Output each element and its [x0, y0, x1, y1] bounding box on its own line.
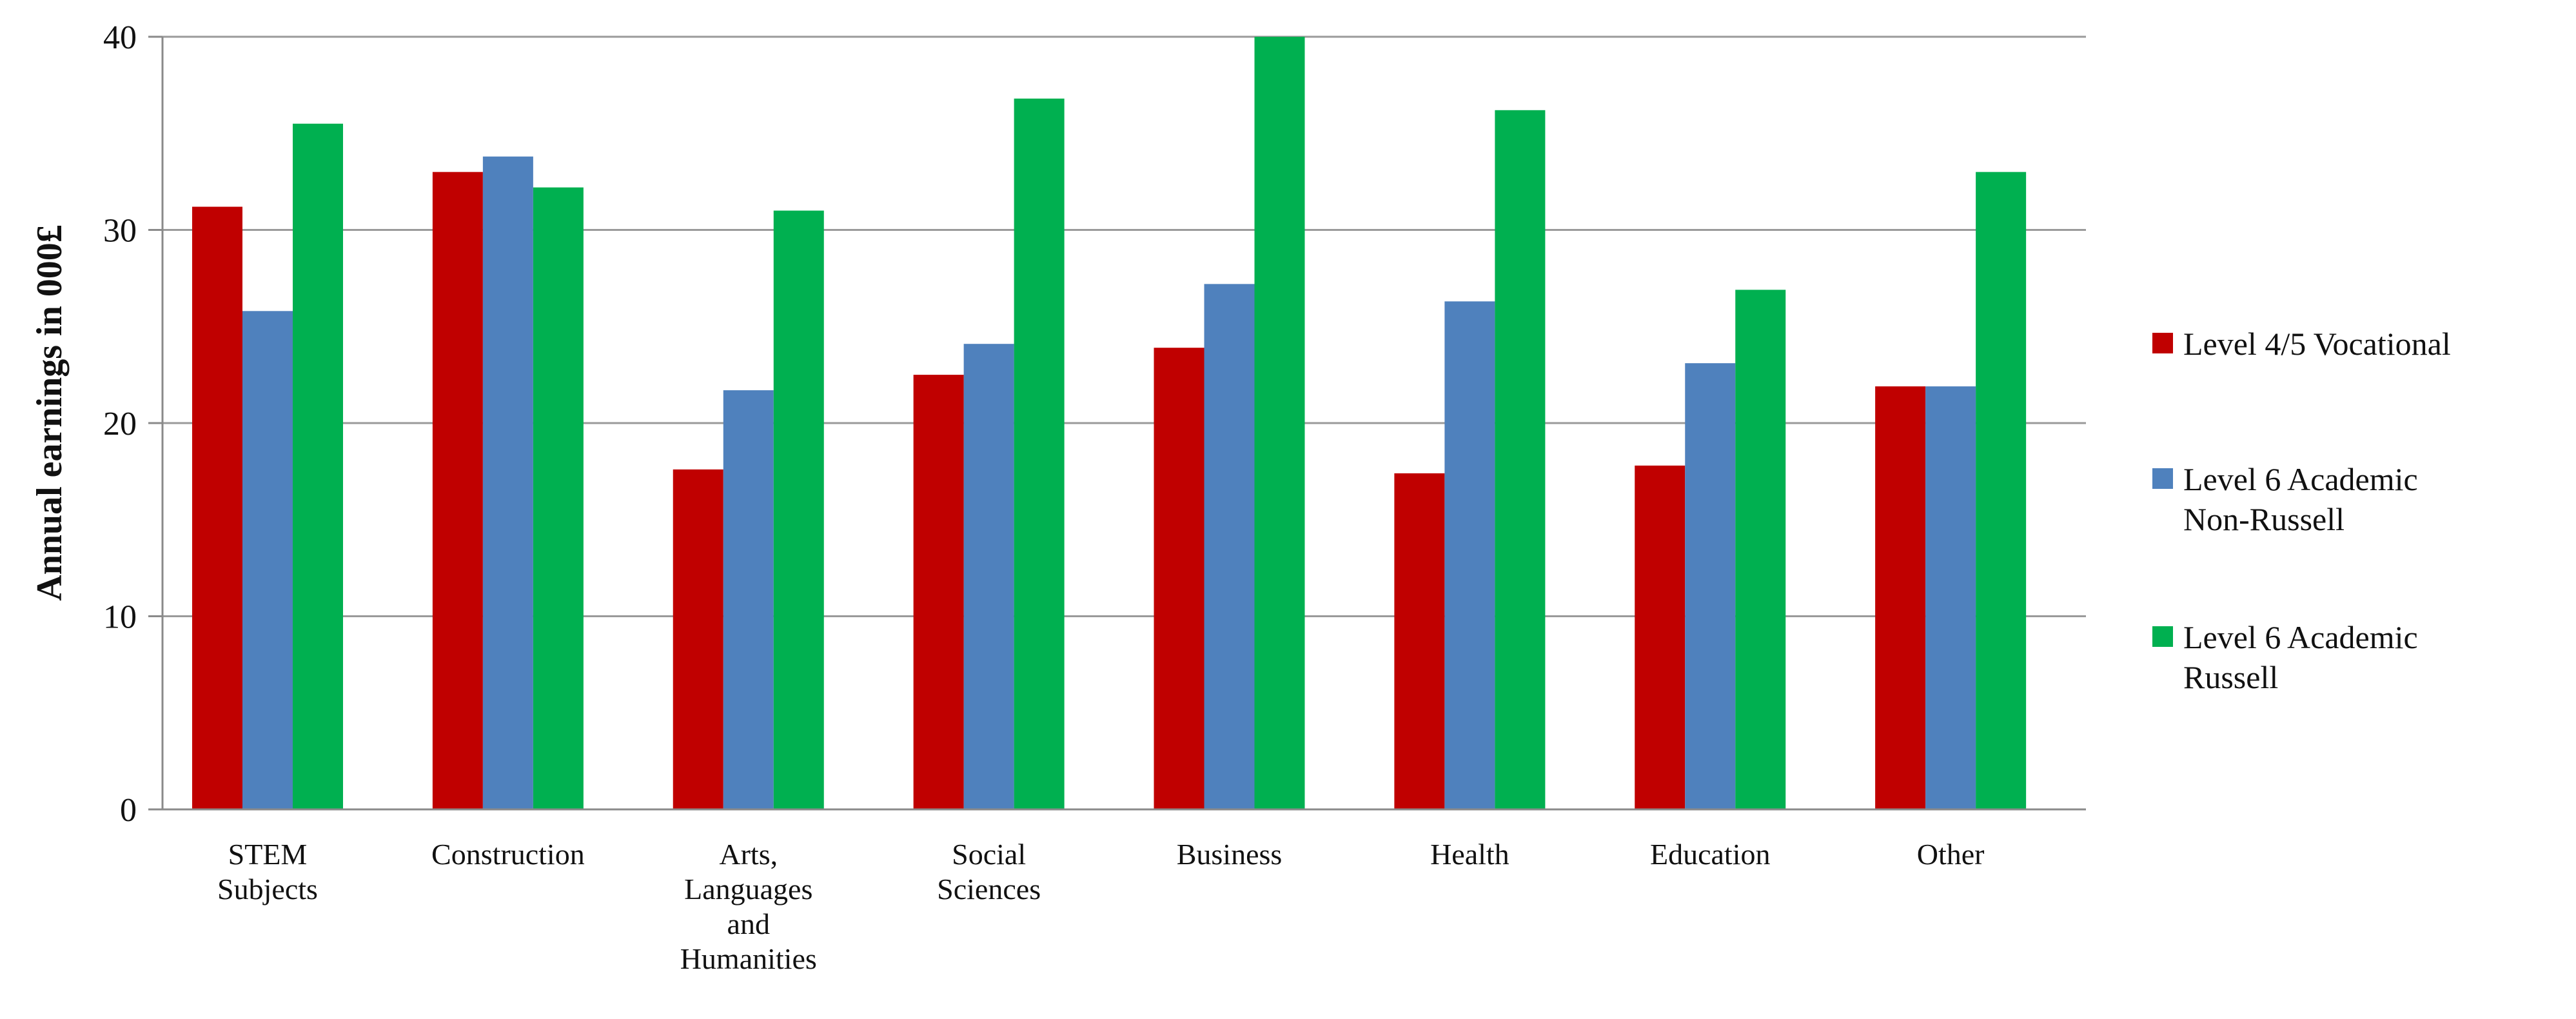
bar-level-6-academic-non-russell	[242, 311, 293, 809]
legend-label-line: Level 6 Academic	[2183, 619, 2418, 655]
bar-level-6-academic-russell	[293, 123, 343, 809]
x-category-label-line: Sciences	[937, 873, 1041, 905]
legend-label: Level 4/5 Vocational	[2183, 326, 2451, 362]
x-category-label: STEM Subjects	[217, 838, 318, 905]
x-category-label-line: Subjects	[217, 873, 318, 905]
x-category-label: Construction	[431, 838, 585, 871]
x-category-label-line: Languages	[684, 873, 812, 905]
axes	[148, 35, 2086, 811]
x-category-label: Other	[1917, 838, 1985, 871]
legend-label: Level 6 Academic Russell	[2183, 619, 2418, 695]
y-tick-label: 40	[103, 19, 137, 56]
x-category-label-line: Education	[1650, 838, 1771, 871]
x-category-label: Arts, Languages and Humanities	[680, 838, 817, 975]
legend-label-line: Level 4/5 Vocational	[2183, 326, 2451, 362]
bar-level-6-academic-russell	[1495, 110, 1546, 809]
x-category-label-line: Construction	[431, 838, 585, 871]
x-category-label-line: Other	[1917, 838, 1985, 871]
x-category-label-line: Social	[952, 838, 1026, 871]
x-category-label: Business	[1177, 838, 1283, 871]
legend-label: Level 6 Academic Non-Russell	[2183, 461, 2418, 537]
x-category-label-line: Arts,	[719, 838, 778, 871]
x-category-label-line: Humanities	[680, 942, 817, 975]
bar-level-4-5-vocational	[432, 172, 483, 809]
bar-level-4-5-vocational	[1394, 473, 1445, 809]
x-category-label-line: Health	[1430, 838, 1509, 871]
legend-swatch	[2152, 626, 2173, 647]
legend-label-line: Level 6 Academic	[2183, 461, 2418, 497]
bar-level-6-academic-non-russell	[1685, 363, 1736, 809]
bar-level-6-academic-russell	[1976, 172, 2027, 809]
bar-level-6-academic-non-russell	[482, 156, 533, 809]
bar-level-6-academic-non-russell	[1204, 284, 1255, 809]
bar-level-4-5-vocational	[192, 206, 242, 809]
x-category-label: Social Sciences	[937, 838, 1041, 905]
bar-level-6-academic-russell	[1735, 290, 1786, 810]
bar-level-4-5-vocational	[673, 469, 723, 809]
x-category-label-line: Business	[1177, 838, 1283, 871]
x-category-label: Health	[1430, 838, 1509, 871]
legend-swatch	[2152, 468, 2173, 489]
x-category-labels: STEM Subjects Construction Arts, Languages an…	[217, 838, 1984, 975]
bar-level-6-academic-non-russell	[723, 390, 774, 809]
bars	[192, 37, 2027, 810]
bar-level-6-academic-russell	[1014, 98, 1065, 810]
y-axis-title: Annual earnings in 000£	[30, 224, 70, 601]
bar-level-4-5-vocational	[1875, 386, 1926, 809]
bar-level-6-academic-russell	[1254, 37, 1305, 809]
bar-level-6-academic-non-russell	[963, 344, 1014, 809]
x-category-label-line: and	[727, 907, 770, 940]
legend: Level 4/5 Vocational Level 6 Academic Non-…	[2152, 326, 2451, 695]
legend-label-line: Russell	[2183, 659, 2278, 695]
y-tick-label: 30	[103, 213, 137, 250]
y-tick-labels: 0 10 20 30 40	[103, 19, 137, 829]
y-tick-label: 0	[120, 792, 137, 829]
bar-level-6-academic-non-russell	[1925, 386, 1976, 809]
bar-level-4-5-vocational	[913, 375, 964, 809]
legend-label-line: Non-Russell	[2183, 501, 2345, 537]
bar-level-4-5-vocational	[1154, 348, 1204, 809]
y-tick-label: 20	[103, 406, 137, 442]
legend-swatch	[2152, 333, 2173, 353]
bar-level-6-academic-russell	[773, 210, 824, 809]
x-category-label: Education	[1650, 838, 1771, 871]
bar-level-4-5-vocational	[1635, 465, 1686, 809]
bar-level-6-academic-non-russell	[1444, 301, 1495, 809]
y-tick-label: 10	[103, 599, 137, 636]
x-category-label-line: STEM	[228, 838, 308, 871]
bar-level-6-academic-russell	[533, 187, 584, 809]
